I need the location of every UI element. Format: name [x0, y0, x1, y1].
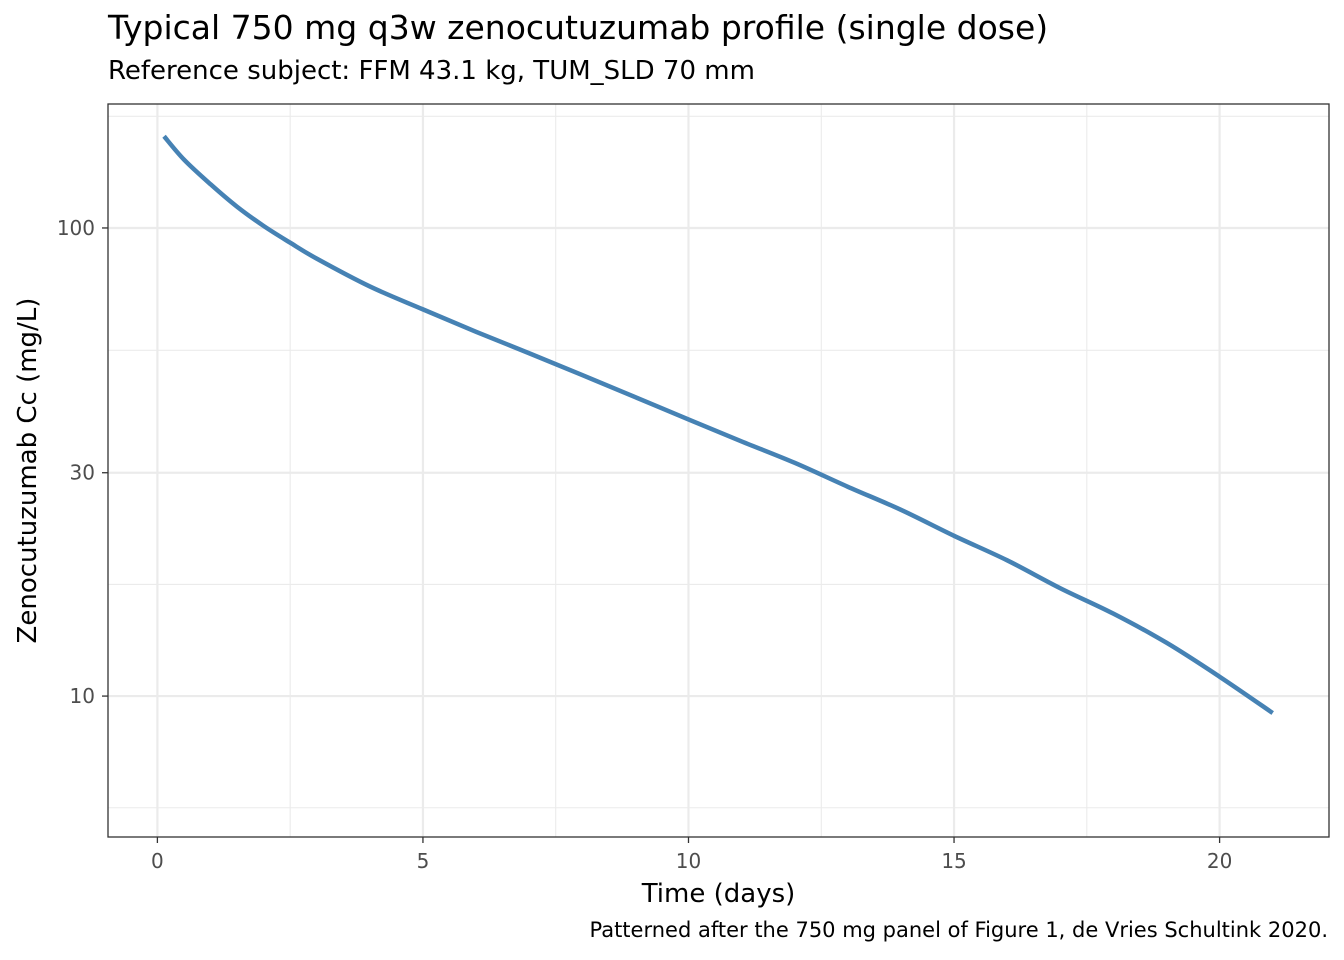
x-tick-label: 20 [1207, 849, 1232, 873]
x-axis-title: Time (days) [641, 879, 796, 909]
plot-panel-border [107, 103, 1330, 838]
major-gridlines [108, 104, 1329, 837]
y-axis-ticks: 10 30 100 [57, 216, 108, 708]
chart-title: Typical 750 mg q3w zenocutuzumab profile… [108, 8, 1049, 47]
x-tick-label: 15 [941, 849, 966, 873]
y-axis-title: Zenocutuzumab Cc (mg/L) [13, 298, 43, 644]
series-layer [162, 134, 1274, 715]
x-axis-ticks: 0 5 10 15 20 [151, 837, 1232, 873]
y-tick-label: 100 [57, 216, 95, 240]
y-tick-label: 10 [70, 684, 95, 708]
x-tick-label: 0 [151, 849, 164, 873]
y-tick-label: 30 [70, 461, 95, 485]
minor-gridlines [108, 104, 1329, 837]
x-tick-label: 10 [676, 849, 701, 873]
concentration-line [162, 134, 1274, 715]
x-tick-label: 5 [417, 849, 430, 873]
chart-caption: Patterned after the 750 mg panel of Figu… [589, 918, 1328, 942]
chart-subtitle: Reference subject: FFM 43.1 kg, TUM_SLD … [108, 56, 755, 86]
